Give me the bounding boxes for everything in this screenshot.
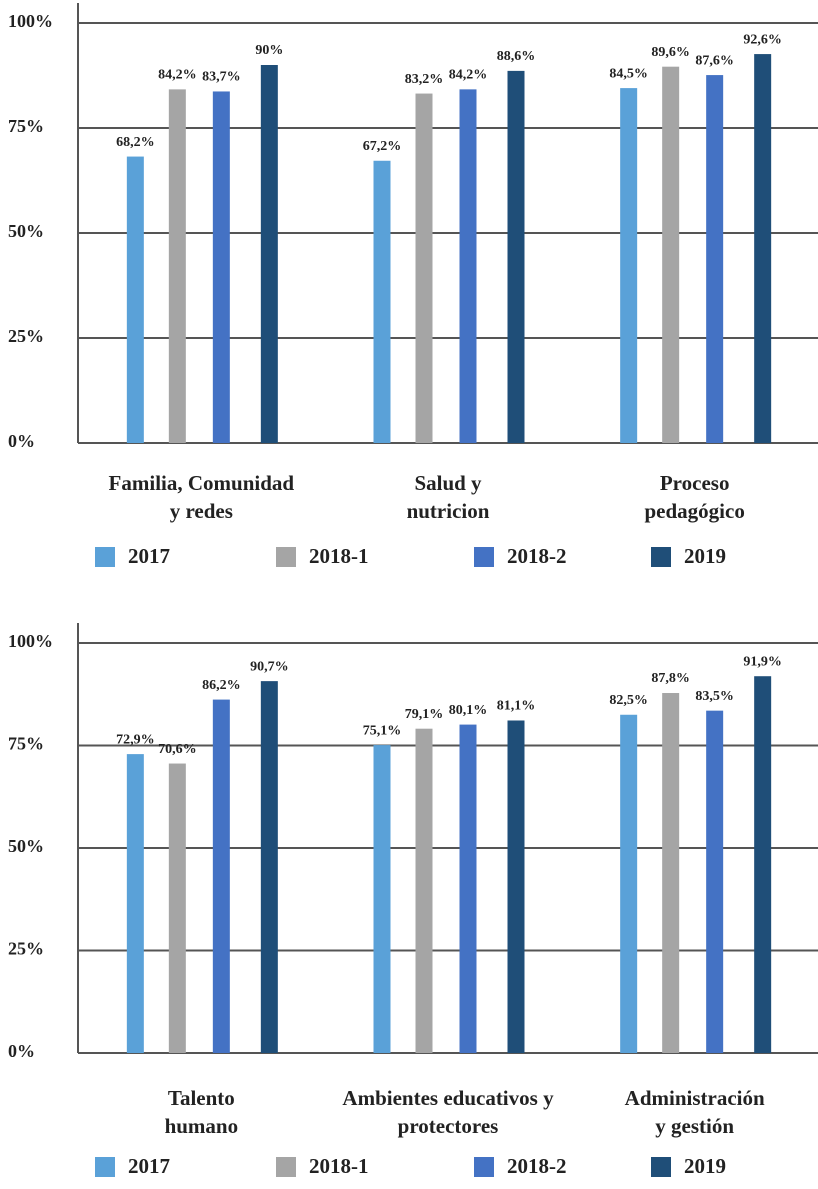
value-label: 83,2% bbox=[405, 72, 444, 87]
y-tick-label: 50% bbox=[8, 221, 44, 241]
bar bbox=[620, 714, 638, 1053]
x-tick-label: protectores bbox=[398, 1114, 499, 1138]
bar bbox=[620, 88, 638, 443]
x-tick-label: y redes bbox=[170, 499, 233, 523]
value-label: 83,5% bbox=[695, 689, 734, 704]
bar bbox=[415, 93, 433, 443]
value-label: 67,2% bbox=[363, 139, 402, 154]
bar bbox=[212, 699, 230, 1053]
value-label: 88,6% bbox=[497, 49, 536, 64]
value-label: 84,5% bbox=[609, 66, 648, 81]
legend-label: 2019 bbox=[684, 1154, 726, 1178]
x-tick-label: Ambientes educativos y bbox=[342, 1086, 554, 1110]
legend-label: 2018-1 bbox=[309, 544, 369, 568]
x-tick-label: Administración bbox=[625, 1086, 765, 1110]
bar bbox=[373, 160, 391, 443]
value-label: 80,1% bbox=[449, 703, 488, 718]
legend-swatch bbox=[276, 547, 296, 567]
y-tick-label: 75% bbox=[8, 734, 44, 754]
value-label: 87,8% bbox=[651, 671, 690, 686]
y-tick-label: 50% bbox=[8, 836, 44, 856]
x-tick-label: Salud y bbox=[414, 471, 482, 495]
x-tick-label: Talento bbox=[168, 1086, 235, 1110]
x-tick-label: pedagógico bbox=[644, 499, 744, 523]
value-label: 81,1% bbox=[497, 699, 536, 714]
bar bbox=[126, 754, 144, 1053]
y-tick-label: 100% bbox=[8, 631, 53, 651]
bar bbox=[373, 745, 391, 1053]
bar bbox=[415, 728, 433, 1053]
legend-swatch bbox=[95, 547, 115, 567]
legend-swatch bbox=[651, 547, 671, 567]
bar bbox=[706, 75, 724, 443]
legend-label: 2017 bbox=[128, 1154, 170, 1178]
y-tick-label: 25% bbox=[8, 326, 44, 346]
bar bbox=[212, 91, 230, 444]
value-label: 75,1% bbox=[363, 723, 402, 738]
bar bbox=[662, 66, 680, 444]
legend-label: 2019 bbox=[684, 544, 726, 568]
legend-label: 2018-2 bbox=[507, 544, 567, 568]
x-tick-label: humano bbox=[165, 1114, 239, 1138]
value-label: 83,7% bbox=[202, 70, 241, 85]
bar bbox=[507, 720, 525, 1053]
bar bbox=[168, 763, 186, 1053]
value-label: 91,9% bbox=[743, 654, 782, 669]
bar bbox=[168, 89, 186, 444]
x-tick-label: nutricion bbox=[407, 499, 490, 523]
legend-label: 2017 bbox=[128, 544, 170, 568]
y-tick-label: 0% bbox=[8, 1041, 35, 1061]
legend-swatch bbox=[651, 1157, 671, 1177]
bar bbox=[507, 70, 525, 443]
value-label: 84,2% bbox=[449, 68, 488, 83]
bar bbox=[459, 724, 477, 1053]
bar bbox=[459, 89, 477, 444]
y-tick-label: 0% bbox=[8, 431, 35, 451]
value-label: 86,2% bbox=[202, 678, 241, 693]
y-tick-label: 25% bbox=[8, 939, 44, 959]
x-tick-label: y gestión bbox=[655, 1114, 734, 1138]
value-label: 82,5% bbox=[609, 693, 648, 708]
legend-swatch bbox=[474, 1157, 494, 1177]
bar bbox=[662, 693, 680, 1053]
legend-swatch bbox=[474, 547, 494, 567]
legend-swatch bbox=[276, 1157, 296, 1177]
legend-swatch bbox=[95, 1157, 115, 1177]
value-label: 84,2% bbox=[158, 68, 197, 83]
value-label: 90% bbox=[255, 43, 283, 58]
value-label: 72,9% bbox=[116, 732, 155, 747]
value-label: 92,6% bbox=[743, 32, 782, 47]
bar bbox=[260, 65, 278, 443]
bar bbox=[260, 681, 278, 1053]
value-label: 70,6% bbox=[158, 742, 197, 757]
bar bbox=[706, 710, 724, 1053]
legend-label: 2018-2 bbox=[507, 1154, 567, 1178]
x-tick-label: Proceso bbox=[660, 471, 730, 495]
value-label: 79,1% bbox=[405, 707, 444, 722]
bar bbox=[754, 54, 772, 443]
legend-label: 2018-1 bbox=[309, 1154, 369, 1178]
bar bbox=[754, 676, 772, 1053]
value-label: 87,6% bbox=[695, 53, 734, 68]
bar bbox=[126, 156, 144, 443]
y-tick-label: 100% bbox=[8, 11, 53, 31]
value-label: 68,2% bbox=[116, 135, 155, 150]
x-tick-label: Familia, Comunidad bbox=[109, 471, 295, 495]
value-label: 89,6% bbox=[651, 45, 690, 60]
y-tick-label: 75% bbox=[8, 116, 44, 136]
value-label: 90,7% bbox=[250, 659, 289, 674]
